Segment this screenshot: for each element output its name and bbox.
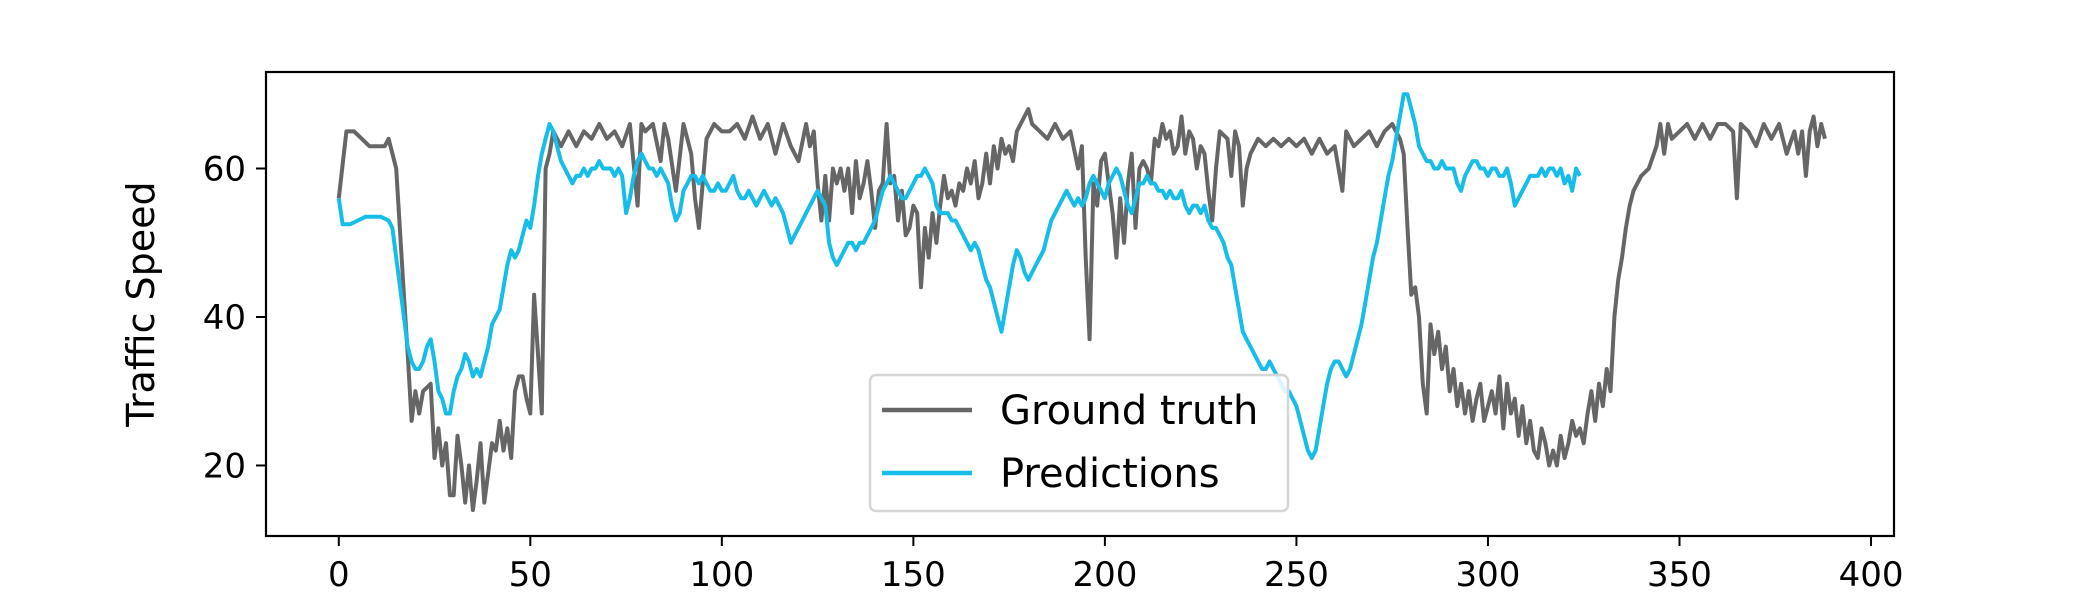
y-tick-label: 60 xyxy=(203,150,246,190)
y-axis: 20 40 60 xyxy=(203,150,266,486)
series-line-predictions xyxy=(336,92,1582,460)
y-tick-label: 40 xyxy=(203,298,246,338)
legend-box xyxy=(868,373,1290,513)
x-tick-label: 100 xyxy=(689,555,754,595)
plot-frame xyxy=(264,70,1896,538)
legend-label-predictions: Predictions xyxy=(1000,451,1220,497)
legend-label-ground-truth: Ground truth xyxy=(1000,388,1258,434)
x-tick-label: 150 xyxy=(881,555,946,595)
x-tick-label: 200 xyxy=(1072,555,1137,595)
legend: Ground truth Predictions xyxy=(868,373,1290,513)
x-axis: 0 50 100 150 200 250 300 350 400 xyxy=(328,536,1904,595)
x-tick-label: 0 xyxy=(328,555,350,595)
x-tick-label: 250 xyxy=(1264,555,1329,595)
x-tick-label: 300 xyxy=(1456,555,1521,595)
y-axis-label: Traffic Speed xyxy=(119,181,163,427)
series-line-ground-truth xyxy=(336,107,1827,512)
series-layer xyxy=(336,92,1827,512)
y-tick-label: 20 xyxy=(203,446,246,486)
x-tick-label: 50 xyxy=(509,555,552,595)
x-tick-label: 400 xyxy=(1839,555,1904,595)
x-tick-label: 350 xyxy=(1647,555,1712,595)
